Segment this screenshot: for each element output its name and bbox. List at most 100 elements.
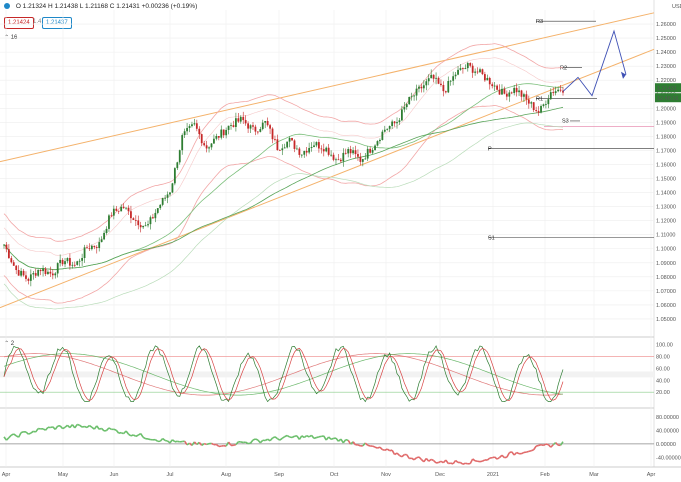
- candle-body: [530, 102, 533, 104]
- candle-body: [149, 217, 152, 225]
- candle-body: [449, 80, 452, 82]
- momentum-segment: [88, 424, 93, 428]
- ohlc-text: O 1.21324 H 1.21438 L 1.21168 C 1.21431 …: [15, 3, 198, 10]
- candle-body: [547, 99, 550, 105]
- x-tick-label: Apr: [647, 472, 656, 478]
- momentum-segment: [255, 438, 259, 441]
- candle-body: [259, 129, 262, 132]
- momentum-segment: [98, 427, 102, 430]
- candle-body: [69, 258, 71, 266]
- candle-body: [339, 159, 342, 162]
- momentum-segment: [462, 462, 466, 466]
- momentum-y-tick: 40.00000: [656, 428, 679, 434]
- momentum-segment: [132, 434, 137, 438]
- candle-body: [476, 71, 479, 73]
- momentum-segment: [108, 427, 112, 431]
- candle-body: [313, 145, 315, 148]
- pivot-label: S1: [488, 236, 495, 242]
- candle-body: [486, 77, 489, 81]
- candle-body: [7, 249, 10, 259]
- momentum-segment: [17, 432, 22, 438]
- candle-body: [120, 206, 123, 212]
- candle-body: [108, 215, 110, 229]
- candle-body: [169, 192, 171, 195]
- candle-body: [205, 145, 208, 149]
- candle-body: [186, 128, 188, 132]
- momentum-segment: [313, 436, 317, 440]
- candle-body: [213, 138, 215, 144]
- y-tick-label: 1.18000: [656, 134, 676, 140]
- candle-body: [281, 148, 284, 151]
- candle-body: [413, 95, 415, 97]
- candle-body: [398, 120, 401, 123]
- candle-body: [239, 116, 242, 122]
- candle-body: [503, 88, 506, 94]
- candle-body: [383, 129, 386, 132]
- candle-body: [217, 136, 220, 138]
- y-tick-label: 1.26000: [656, 22, 676, 28]
- candle-body: [161, 198, 164, 205]
- candle-body: [208, 147, 210, 149]
- momentum-segment: [310, 434, 315, 439]
- pivot-label: R1: [536, 96, 543, 102]
- sell-price-badge[interactable]: 1.21424: [4, 17, 34, 29]
- candle-body: [488, 77, 491, 85]
- candle-body: [56, 263, 59, 274]
- candle-body: [27, 278, 30, 281]
- momentum-segment: [20, 431, 24, 434]
- candle-body: [520, 90, 523, 97]
- candle-body: [415, 88, 418, 96]
- momentum-segment: [247, 442, 251, 445]
- candle-body: [427, 78, 430, 82]
- candle-body: [12, 262, 15, 266]
- candle-body: [249, 125, 252, 129]
- momentum-segment: [301, 435, 305, 439]
- momentum-segment: [113, 428, 117, 432]
- momentum-segment: [101, 427, 105, 432]
- momentum-segment: [521, 451, 525, 455]
- candle-body: [64, 261, 66, 265]
- collapse-chevron-icon: ⌃: [4, 341, 10, 347]
- candle-body: [305, 150, 308, 153]
- momentum-segment: [425, 457, 430, 462]
- momentum-segment: [472, 458, 476, 462]
- candle-body: [357, 154, 359, 157]
- candle-body: [17, 270, 20, 276]
- candle-body: [15, 265, 18, 271]
- indicator-toggle-stoch[interactable]: ⌃ 2: [4, 340, 14, 347]
- momentum-segment: [269, 437, 274, 442]
- momentum-segment: [62, 426, 66, 430]
- candle-body: [457, 69, 459, 75]
- candle-body: [137, 220, 140, 226]
- momentum-y-tick: 80.00000: [656, 415, 679, 421]
- candle-body: [183, 131, 186, 136]
- momentum-segment: [64, 424, 68, 428]
- candle-body: [142, 225, 145, 228]
- buy-price-badge[interactable]: 1.21437: [42, 17, 72, 29]
- candle-body: [73, 264, 76, 266]
- candle-body: [527, 99, 530, 104]
- stoch-y-tick: 100.00: [656, 343, 673, 349]
- momentum-segment: [411, 457, 415, 461]
- candle-body: [542, 104, 545, 106]
- candle-body: [178, 150, 181, 163]
- y-tick-label: 1.19000: [656, 120, 676, 126]
- momentum-segment: [418, 456, 422, 461]
- candle-body: [330, 154, 333, 156]
- candle-body: [78, 260, 81, 262]
- momentum-segment: [8, 434, 12, 439]
- candle-body: [496, 85, 498, 90]
- stoch-y-tick: 60.00: [656, 366, 670, 372]
- candle-body: [479, 69, 481, 73]
- candle-body: [210, 143, 213, 148]
- candle-body: [276, 139, 279, 151]
- y-tick-label: 1.05000: [656, 317, 676, 323]
- y-tick-label: 1.16000: [656, 162, 676, 168]
- candle-body: [66, 258, 69, 262]
- candle-body: [447, 81, 450, 93]
- candle-body: [61, 259, 64, 265]
- candle-body: [34, 273, 37, 276]
- candle-body: [408, 96, 411, 105]
